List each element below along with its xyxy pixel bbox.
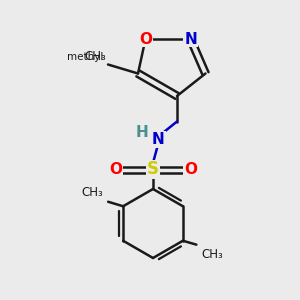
Text: O: O xyxy=(109,162,122,177)
Text: N: N xyxy=(152,132,165,147)
Text: CH₃: CH₃ xyxy=(85,50,106,63)
Text: CH₃: CH₃ xyxy=(82,186,104,199)
Text: O: O xyxy=(139,32,152,46)
Text: S: S xyxy=(147,160,159,178)
Text: O: O xyxy=(184,162,197,177)
Text: H: H xyxy=(135,125,148,140)
Text: N: N xyxy=(184,32,197,46)
Text: methyl: methyl xyxy=(67,52,104,61)
Text: CH₃: CH₃ xyxy=(201,248,223,261)
